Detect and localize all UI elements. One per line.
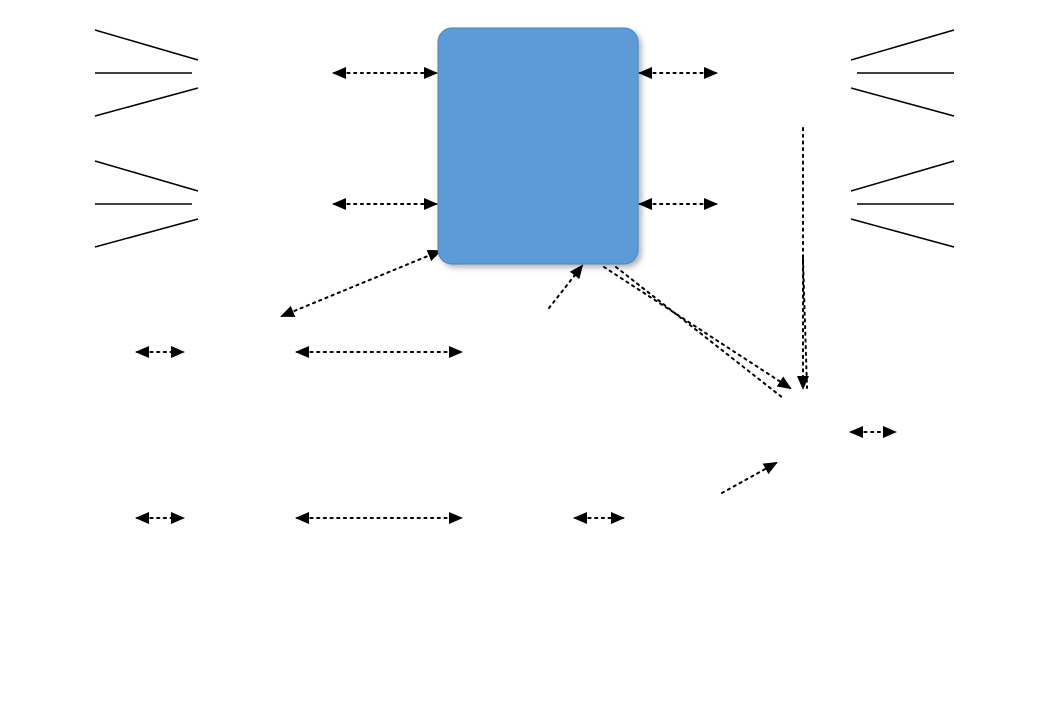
sensor-connector	[851, 219, 954, 247]
sensor-connector	[95, 219, 198, 247]
connection-edge	[604, 267, 790, 388]
sensor-connector	[851, 30, 954, 60]
connection-edge	[549, 266, 582, 308]
sensor-connector	[851, 88, 954, 116]
connection-edge	[722, 463, 776, 493]
sensor-connector	[95, 30, 198, 60]
central-receiver-box	[438, 28, 638, 264]
sensor-connector	[95, 161, 198, 191]
sensor-connector	[851, 161, 954, 191]
network-diagram	[0, 0, 1052, 707]
connection-edge	[616, 267, 783, 398]
connection-edge	[282, 251, 440, 316]
sensor-connector	[95, 88, 198, 116]
